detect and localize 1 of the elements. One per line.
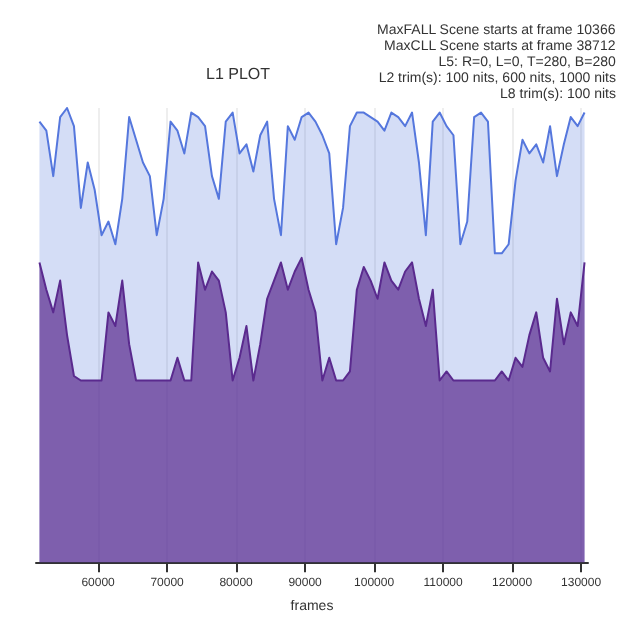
- chart-title: L1 PLOT: [206, 65, 271, 83]
